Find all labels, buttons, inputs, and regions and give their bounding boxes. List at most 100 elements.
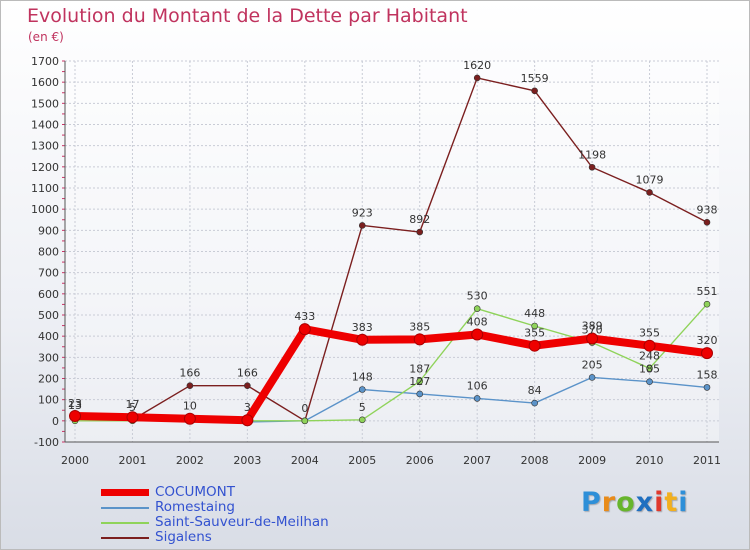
data-label: 84 — [528, 384, 542, 397]
data-label: 23 — [68, 397, 82, 410]
y-tick-label: 400 — [38, 330, 59, 343]
data-label: 551 — [697, 285, 718, 298]
y-tick-label: 1100 — [31, 182, 59, 195]
data-label: 17 — [125, 398, 139, 411]
data-point — [186, 382, 194, 389]
data-point — [701, 347, 713, 360]
y-tick-label: 1400 — [31, 119, 59, 132]
y-tick-label: 1000 — [31, 203, 59, 216]
logo-letter: x — [635, 487, 655, 518]
data-label: 383 — [352, 321, 373, 334]
data-point — [126, 411, 139, 424]
x-tick-label: 2002 — [176, 454, 204, 467]
legend-swatch — [101, 536, 149, 539]
data-point — [416, 390, 424, 398]
legend-label: Saint-Sauveur-de-Meilhan — [155, 514, 329, 530]
data-point — [586, 332, 599, 345]
y-tick-label: 800 — [38, 246, 59, 259]
data-point — [416, 228, 424, 236]
data-point — [588, 374, 596, 381]
legend-item: COCUMONT — [101, 485, 329, 500]
legend: COCUMONT Romestaing Saint-Sauveur-de-Meilh… — [101, 485, 329, 545]
y-tick-label: 100 — [38, 394, 59, 407]
data-label: 187 — [409, 362, 430, 375]
legend-label: Sigalens — [155, 529, 212, 545]
x-tick-label: 2006 — [406, 454, 434, 467]
series-line — [74, 77, 708, 422]
y-tick-label: 200 — [38, 373, 59, 386]
data-point — [413, 333, 426, 346]
data-point — [416, 377, 424, 385]
plot-area — [65, 61, 719, 442]
data-label: 1079 — [636, 173, 664, 186]
x-tick-label: 2005 — [348, 454, 376, 467]
data-label: 923 — [352, 206, 373, 219]
data-label: 938 — [697, 203, 718, 216]
data-point — [183, 412, 196, 425]
data-label: 0 — [301, 402, 308, 415]
data-label: 1198 — [578, 148, 606, 161]
data-label: 385 — [409, 320, 430, 333]
proxiti-logo: Proxiti — [581, 487, 689, 518]
legend-item: Romestaing — [101, 500, 329, 515]
legend-label: COCUMONT — [155, 484, 235, 500]
data-point — [473, 74, 481, 82]
y-tick-label: 700 — [38, 267, 59, 280]
data-point — [301, 417, 309, 425]
data-label: 1559 — [521, 72, 549, 85]
logo-letter: P — [581, 487, 602, 518]
data-point — [703, 218, 711, 226]
series-line — [71, 325, 711, 425]
data-point — [473, 305, 481, 312]
data-label: 185 — [639, 363, 660, 376]
data-label: 320 — [697, 334, 718, 347]
data-point — [643, 339, 656, 352]
y-tick-label: 1500 — [31, 97, 59, 110]
legend-item: Saint-Sauveur-de-Meilhan — [101, 515, 329, 530]
data-label: 355 — [639, 327, 660, 340]
x-tick-label: 2007 — [463, 454, 491, 467]
data-point — [358, 222, 366, 229]
y-tick-label: 900 — [38, 224, 59, 237]
logo-letter: t — [664, 487, 679, 518]
y-tick-label: -100 — [34, 436, 59, 449]
y-tick-label: 0 — [52, 415, 59, 428]
y-tick-label: 1300 — [31, 140, 59, 153]
data-point — [241, 414, 254, 427]
data-label: 370 — [582, 324, 603, 337]
data-label: 389 — [582, 319, 603, 332]
x-tick-label: 2004 — [291, 454, 319, 467]
data-label: 106 — [467, 379, 488, 392]
data-label: 1620 — [463, 59, 491, 72]
data-label: 433 — [294, 310, 315, 323]
data-point — [703, 300, 711, 308]
data-point — [528, 339, 541, 352]
data-point — [646, 189, 653, 196]
chart-subtitle: (en €) — [28, 30, 64, 44]
legend-swatch — [101, 489, 149, 496]
y-tick-label: 600 — [38, 288, 59, 301]
data-point — [69, 409, 81, 422]
y-tick-label: 500 — [38, 309, 59, 322]
data-label: 248 — [639, 349, 660, 362]
data-label: 892 — [409, 213, 430, 226]
data-label: 3 — [244, 401, 251, 414]
data-point — [473, 395, 481, 402]
data-point — [531, 322, 538, 330]
y-tick-label: 1200 — [31, 161, 59, 174]
data-point — [588, 163, 596, 171]
logo-letter: i — [678, 487, 689, 518]
data-label: 158 — [697, 368, 718, 381]
data-point — [531, 399, 538, 407]
legend-item: Sigalens — [101, 530, 329, 545]
x-tick-label: 2003 — [233, 454, 261, 467]
logo-letter: r — [601, 487, 617, 518]
legend-label: Romestaing — [155, 499, 235, 515]
x-tick-label: 2010 — [636, 454, 664, 467]
data-point — [298, 323, 311, 336]
data-point — [471, 328, 484, 341]
data-label: 5 — [359, 401, 366, 414]
x-tick-label: 2000 — [61, 454, 89, 467]
data-point — [358, 386, 366, 393]
